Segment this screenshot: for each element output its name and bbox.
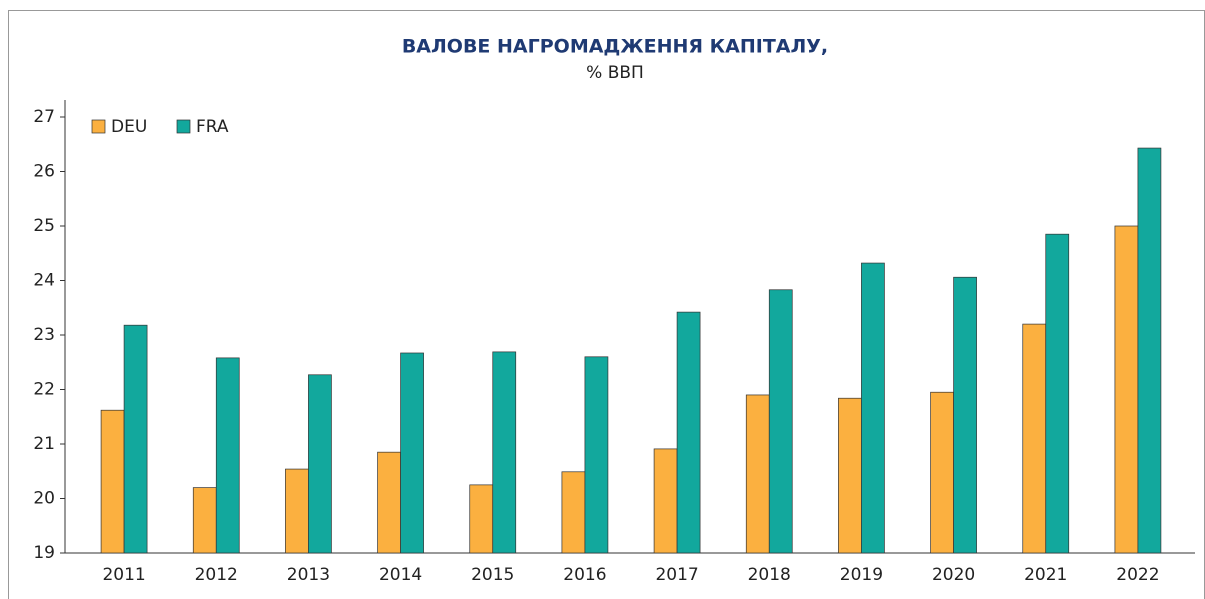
bar [1115, 226, 1138, 553]
bar [193, 488, 216, 553]
x-tick-label: 2022 [1116, 565, 1159, 585]
bar [838, 398, 861, 553]
y-tick-label: 23 [33, 325, 55, 345]
bar [1023, 324, 1046, 553]
chart-subtitle: % ВВП [586, 63, 644, 83]
y-tick-label: 20 [33, 489, 55, 509]
bar [124, 325, 147, 553]
legend-swatch [177, 120, 190, 133]
bar [677, 312, 700, 553]
bar [1138, 148, 1161, 553]
bar [562, 472, 585, 553]
bar [401, 353, 424, 553]
bar [654, 449, 677, 553]
bar [216, 358, 239, 553]
x-tick-label: 2014 [379, 565, 422, 585]
x-tick-label: 2015 [471, 565, 514, 585]
legend-swatch [92, 120, 105, 133]
bar [101, 410, 124, 553]
y-tick-label: 25 [33, 216, 55, 236]
bar [769, 290, 792, 553]
y-tick-label: 24 [33, 271, 55, 291]
x-tick-label: 2021 [1024, 565, 1067, 585]
bar [931, 392, 954, 553]
x-tick-label: 2011 [102, 565, 145, 585]
bar [308, 375, 331, 553]
y-tick-label: 26 [33, 162, 55, 182]
y-tick-label: 21 [33, 434, 55, 454]
x-tick-label: 2020 [932, 565, 975, 585]
x-tick-label: 2013 [287, 565, 330, 585]
bar [285, 469, 308, 553]
bar [861, 263, 884, 553]
bar [378, 452, 401, 553]
legend-label: FRA [196, 117, 229, 137]
x-tick-label: 2019 [840, 565, 883, 585]
x-tick-label: 2012 [195, 565, 238, 585]
legend-label: DEU [111, 117, 147, 137]
bar [954, 277, 977, 553]
bar [1046, 234, 1069, 553]
y-tick-label: 27 [33, 107, 55, 127]
chart: ВАЛОВЕ НАГРОМАДЖЕННЯ КАПІТАЛУ, % ВВП 19 2… [0, 0, 1205, 599]
x-tick-label: 2016 [563, 565, 606, 585]
chart-title: ВАЛОВЕ НАГРОМАДЖЕННЯ КАПІТАЛУ, [402, 36, 828, 58]
bar [746, 395, 769, 553]
bar [585, 357, 608, 553]
x-tick-label: 2018 [748, 565, 791, 585]
y-tick-label: 19 [33, 543, 55, 563]
bar [493, 352, 516, 553]
x-tick-label: 2017 [655, 565, 698, 585]
y-tick-label: 22 [33, 380, 55, 400]
bar [470, 485, 493, 553]
